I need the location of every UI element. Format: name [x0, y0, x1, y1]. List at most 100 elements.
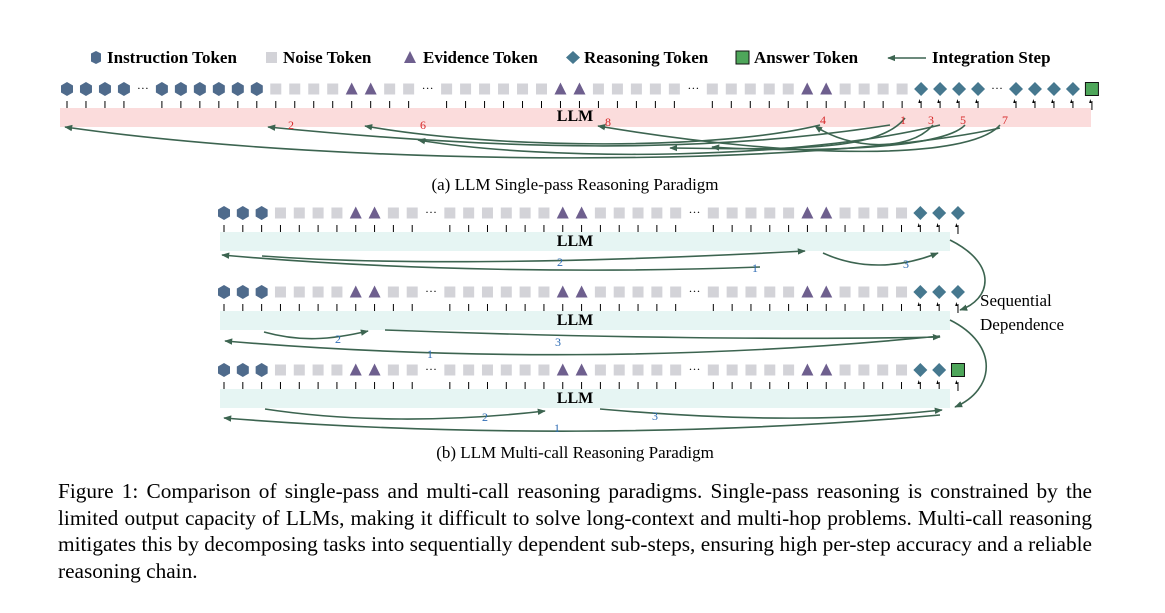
noise-token — [745, 207, 757, 219]
panel-b-caption: (b) LLM Multi-call Reasoning Paradigm — [436, 443, 714, 462]
noise-token — [632, 364, 644, 376]
noise-token — [858, 83, 870, 95]
figure-caption-text: Comparison of single-pass and multi-call… — [58, 479, 1093, 583]
noise-token — [783, 207, 795, 219]
instruction-token — [218, 285, 230, 299]
legend-instruction-icon — [91, 51, 101, 64]
noise-token — [630, 83, 642, 95]
panel-b-call-3-arrow-1 — [264, 408, 546, 420]
noise-token — [293, 286, 305, 298]
reasoning-token — [950, 285, 965, 299]
figure-1: Instruction Token Noise Token Evidence T… — [60, 48, 1099, 462]
panel-a-step-number: 8 — [605, 115, 611, 129]
noise-token — [331, 207, 343, 219]
noise-token — [519, 286, 531, 298]
noise-token — [500, 286, 512, 298]
panel-a-step-number: 2 — [288, 118, 294, 132]
reasoning-token — [913, 285, 928, 299]
reasoning-token — [914, 82, 929, 96]
noise-token — [274, 286, 286, 298]
noise-token — [649, 83, 661, 95]
panel-a-llm-bar — [60, 108, 1091, 127]
panel-a-integration-arrows — [64, 117, 1001, 159]
instruction-token — [236, 285, 249, 299]
evidence-token — [820, 363, 833, 376]
panel-a-step-number: 5 — [960, 113, 966, 127]
noise-token — [444, 207, 456, 219]
panel-a-arrow-7 — [597, 124, 1001, 153]
panel-b-call-3-token-row: ··· ··· — [218, 362, 965, 393]
legend-answer-label: Answer Token — [754, 48, 859, 67]
noise-token — [670, 286, 682, 298]
noise-token — [613, 286, 625, 298]
figure-caption: Figure 1: Comparison of single-pass and … — [58, 478, 1092, 584]
ellipsis: ··· — [689, 362, 701, 376]
reasoning-token — [932, 363, 947, 377]
noise-token — [764, 364, 776, 376]
evidence-token — [575, 206, 588, 219]
instruction-token — [255, 206, 268, 220]
evidence-token — [573, 82, 586, 95]
noise-token — [312, 364, 324, 376]
noise-token — [706, 83, 718, 95]
instruction-token — [61, 82, 73, 96]
answer-token — [1084, 82, 1099, 96]
panel-a-step-number: 3 — [928, 113, 934, 127]
panel-b-call-3-arrow-3 — [223, 414, 941, 432]
panel-b-call-1-step-number: 3 — [903, 257, 909, 271]
panel-a-step-number: 6 — [420, 118, 426, 132]
reasoning-token — [971, 82, 986, 96]
noise-token — [782, 83, 794, 95]
noise-token — [783, 364, 795, 376]
noise-token — [896, 364, 908, 376]
panel-b-call-1-llm-bar — [220, 232, 950, 251]
noise-token — [594, 364, 606, 376]
noise-token — [594, 207, 606, 219]
noise-token — [270, 83, 282, 95]
panel-b-call-3-step-number: 3 — [652, 409, 658, 423]
answer-token — [950, 363, 965, 377]
evidence-token — [364, 82, 377, 95]
noise-token — [481, 364, 493, 376]
noise-token — [613, 364, 625, 376]
instruction-token — [236, 206, 249, 220]
panel-b-call-3-arrow-2 — [599, 407, 943, 419]
noise-token — [592, 83, 604, 95]
noise-token — [613, 207, 625, 219]
reasoning-token — [933, 82, 948, 96]
noise-token — [896, 286, 908, 298]
panel-b-call-1-arrow-3 — [822, 252, 939, 266]
legend-integration-label: Integration Step — [932, 48, 1051, 67]
evidence-token — [820, 206, 833, 219]
noise-token — [463, 364, 475, 376]
evidence-token — [349, 285, 362, 298]
evidence-token — [801, 82, 814, 95]
panel-b-call-1-token-row: ··· ··· — [218, 205, 965, 236]
panel-a-step-number: 4 — [820, 113, 826, 127]
noise-token — [463, 286, 475, 298]
evidence-token — [556, 285, 569, 298]
noise-token — [651, 286, 663, 298]
noise-token — [670, 364, 682, 376]
noise-token — [519, 207, 531, 219]
panel-b-call-2-arrow-3 — [384, 329, 941, 341]
legend-reasoning-label: Reasoning Token — [584, 48, 709, 67]
noise-token — [403, 83, 415, 95]
instruction-token — [155, 82, 168, 96]
reasoning-token — [952, 82, 967, 96]
panel-b-call-2-step-number: 2 — [335, 332, 341, 346]
reasoning-token — [913, 363, 928, 377]
ellipsis: ··· — [991, 81, 1003, 95]
legend-evidence-icon — [404, 51, 416, 63]
panel-b-call-1-arrow-2 — [261, 248, 806, 263]
evidence-token — [349, 206, 362, 219]
legend-answer-icon — [735, 50, 750, 65]
noise-token — [725, 83, 737, 95]
panel-b-call-2: ··· ··· LLM 2 1 3 — [218, 284, 965, 361]
noise-token — [519, 364, 531, 376]
noise-token — [764, 286, 776, 298]
noise-token — [651, 207, 663, 219]
panel-b-call-1-step-number: 1 — [752, 261, 758, 275]
noise-token — [877, 286, 889, 298]
instruction-token — [79, 82, 92, 96]
